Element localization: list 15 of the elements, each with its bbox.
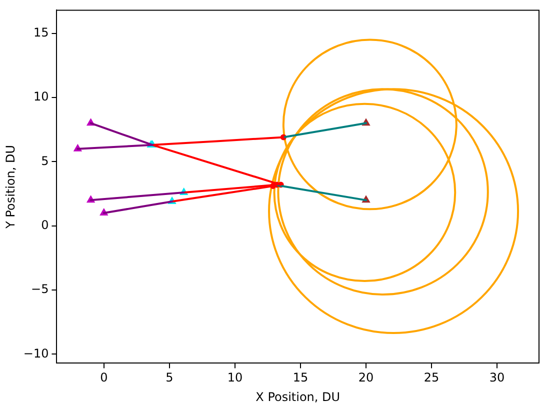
y-tick-label: 5 xyxy=(41,154,49,168)
x-tick-label: 15 xyxy=(292,370,308,385)
y-tick-label: −10 xyxy=(23,346,49,360)
y-tick-label: 10 xyxy=(33,90,49,104)
x-tick-label: 20 xyxy=(358,370,374,385)
y-tick-label: −5 xyxy=(31,282,49,296)
y-axis-title: Y Position, DU xyxy=(3,144,18,230)
x-tick-label: 10 xyxy=(227,370,243,385)
x-tick-label: 0 xyxy=(100,370,108,385)
x-tick-label: 30 xyxy=(489,370,505,385)
x-tick-label: 25 xyxy=(424,370,440,385)
x-tick-label: 5 xyxy=(166,370,174,385)
y-tick-label: 15 xyxy=(33,25,49,40)
y-tick-label: 0 xyxy=(41,218,49,232)
x-axis-title: X Position, DU xyxy=(256,390,340,404)
